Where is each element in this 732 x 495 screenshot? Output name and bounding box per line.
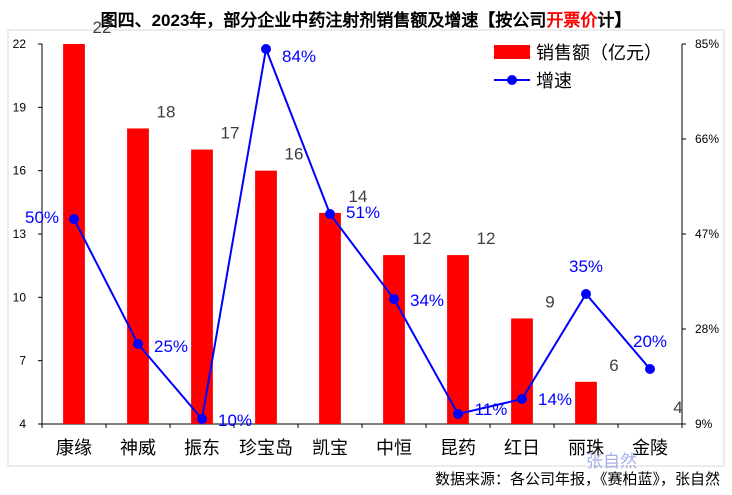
- legend-bar-label: 销售额（亿元）: [536, 43, 662, 63]
- growth-point: [69, 214, 79, 224]
- bar-value-label: 12: [477, 229, 496, 248]
- bar-value-label: 17: [221, 124, 240, 143]
- growth-point: [325, 209, 335, 219]
- y-right-tick-label: 66%: [695, 132, 719, 146]
- growth-label: 35%: [569, 257, 603, 276]
- growth-point: [645, 364, 655, 374]
- y-left-tick-label: 13: [13, 227, 27, 241]
- x-tick-label: 红日: [504, 438, 540, 458]
- y-right-tick-label: 28%: [695, 322, 719, 336]
- x-tick-label: 昆药: [440, 438, 476, 458]
- x-tick-label: 凯宝: [312, 438, 348, 458]
- bar-value-label: 16: [285, 145, 304, 164]
- growth-point: [389, 294, 399, 304]
- x-tick-label: 丽珠: [568, 438, 604, 458]
- legend-line-marker: [507, 75, 517, 85]
- growth-point: [261, 44, 271, 54]
- legend-line-label: 增速: [536, 71, 572, 91]
- x-tick-label: 珍宝岛: [239, 438, 293, 458]
- bar: [255, 170, 277, 424]
- chart-title-highlight: 开票价: [546, 11, 598, 30]
- bar-value-label: 9: [545, 292, 554, 311]
- source-note: 数据来源：各公司年报，《赛柏蓝》，张自然: [434, 471, 720, 488]
- x-tick-label: 中恒: [376, 438, 412, 458]
- growth-label: 51%: [346, 203, 380, 222]
- growth-label: 11%: [475, 400, 508, 419]
- bar-value-label: 6: [609, 356, 618, 375]
- watermark: 张自然: [586, 452, 637, 471]
- growth-label: 50%: [25, 208, 59, 227]
- chart-title: 图四、2023年，部分企业中药注射剂销售额及增速【按公司开票价计】: [0, 6, 732, 31]
- x-tick-label: 神威: [120, 438, 156, 458]
- legend-bar-swatch: [494, 45, 530, 59]
- growth-label: 34%: [410, 291, 444, 310]
- bar-value-label: 4: [673, 398, 682, 417]
- bar: [63, 44, 85, 424]
- y-right-tick-label: 9%: [695, 417, 713, 431]
- y-left-tick-label: 22: [13, 37, 27, 51]
- x-tick-label: 金陵: [632, 438, 668, 458]
- x-tick-label: 振东: [184, 438, 220, 458]
- bar: [383, 255, 405, 424]
- bar-value-label: 12: [413, 229, 432, 248]
- bar: [127, 128, 149, 424]
- y-right-tick-label: 47%: [695, 227, 719, 241]
- y-left-tick-label: 7: [19, 354, 26, 368]
- growth-point: [517, 394, 527, 404]
- y-left-tick-label: 4: [19, 417, 26, 431]
- bar: [319, 212, 341, 424]
- y-left-tick-label: 19: [13, 100, 27, 114]
- growth-point: [453, 409, 463, 419]
- bar-value-label: 14: [349, 187, 368, 206]
- growth-label: 14%: [538, 390, 572, 409]
- growth-label: 10%: [218, 411, 252, 430]
- bar-value-label: 22: [93, 18, 112, 37]
- bar: [511, 318, 533, 424]
- x-tick-label: 康缘: [56, 438, 92, 458]
- y-left-tick-label: 10: [13, 290, 27, 304]
- bar-value-label: 18: [157, 102, 176, 121]
- growth-label: 25%: [154, 337, 188, 356]
- bar: [575, 381, 597, 424]
- y-left-tick-label: 16: [13, 164, 27, 178]
- bar: [191, 149, 213, 425]
- growth-point: [197, 414, 207, 424]
- growth-point: [581, 289, 591, 299]
- growth-line: [73, 45, 651, 422]
- chart-frame: [7, 29, 725, 467]
- bar: [447, 255, 469, 424]
- chart-title-suffix: 计】: [597, 11, 632, 30]
- growth-label: 84%: [282, 47, 316, 66]
- chart-title-prefix: 图四、2023年，部分企业中药注射剂销售额及增速【按公司: [100, 11, 547, 30]
- growth-point: [133, 339, 143, 349]
- growth-label: 20%: [633, 332, 667, 351]
- y-right-tick-label: 85%: [695, 37, 719, 51]
